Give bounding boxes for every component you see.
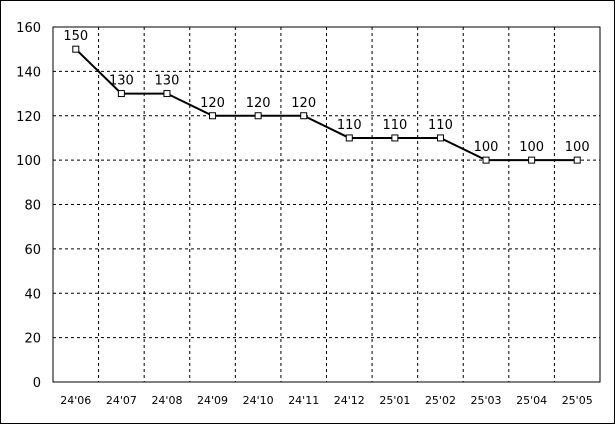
data-point: [254, 112, 262, 120]
y-tick-label: 0: [33, 376, 41, 391]
x-tick-label: 25'01: [379, 394, 410, 407]
x-tick-label: 24'09: [197, 394, 228, 407]
y-tick-label: 40: [24, 287, 41, 302]
data-label: 150: [63, 29, 88, 44]
y-tick-label: 80: [24, 199, 41, 214]
x-tick-label: 25'03: [471, 394, 502, 407]
y-tick-label: 140: [16, 65, 41, 80]
data-label: 100: [519, 140, 544, 155]
data-point: [573, 156, 581, 164]
data-point: [163, 90, 171, 98]
y-tick-label: 120: [16, 110, 41, 125]
data-label: 100: [474, 140, 499, 155]
data-point: [72, 45, 80, 53]
y-axis-ticks: 0 20 40 60 80 100 120 140 160: [16, 21, 41, 391]
x-tick-label: 24'07: [106, 394, 137, 407]
data-point: [300, 112, 308, 120]
data-point: [436, 134, 444, 142]
data-point: [345, 134, 353, 142]
y-tick-label: 60: [24, 243, 41, 258]
y-tick-label: 160: [16, 21, 41, 36]
y-tick-label: 100: [16, 154, 41, 169]
x-tick-label: 25'05: [562, 394, 593, 407]
x-axis-ticks: 24'06 24'07 24'08 24'09 24'10 24'11 24'12 25'01…: [60, 394, 592, 407]
data-point: [528, 156, 536, 164]
x-tick-label: 25'02: [425, 394, 456, 407]
x-tick-label: 24'12: [334, 394, 365, 407]
data-point: [117, 90, 125, 98]
data-label: 120: [291, 96, 316, 111]
plot-area-border: [52, 26, 601, 383]
data-point: [391, 134, 399, 142]
data-label: 110: [428, 118, 453, 133]
data-markers: [72, 45, 581, 164]
x-tick-label: 24'06: [60, 394, 91, 407]
data-label: 110: [382, 118, 407, 133]
data-label: 110: [337, 118, 362, 133]
x-tick-label: 25'04: [516, 394, 547, 407]
x-tick-label: 24'10: [243, 394, 274, 407]
data-label: 120: [246, 96, 271, 111]
data-point: [209, 112, 217, 120]
data-label: 130: [155, 74, 180, 89]
data-labels: 150 130 130 120 120 120 110 110 110 100 100 100: [63, 29, 589, 155]
grid-layer: [53, 27, 600, 382]
data-label: 130: [109, 74, 134, 89]
data-label: 100: [565, 140, 590, 155]
series-line: [75, 48, 578, 162]
data-point: [482, 156, 490, 164]
x-tick-label: 24'11: [288, 394, 319, 407]
x-tick-label: 24'08: [151, 394, 182, 407]
data-label: 120: [200, 96, 225, 111]
y-tick-label: 20: [24, 332, 41, 347]
